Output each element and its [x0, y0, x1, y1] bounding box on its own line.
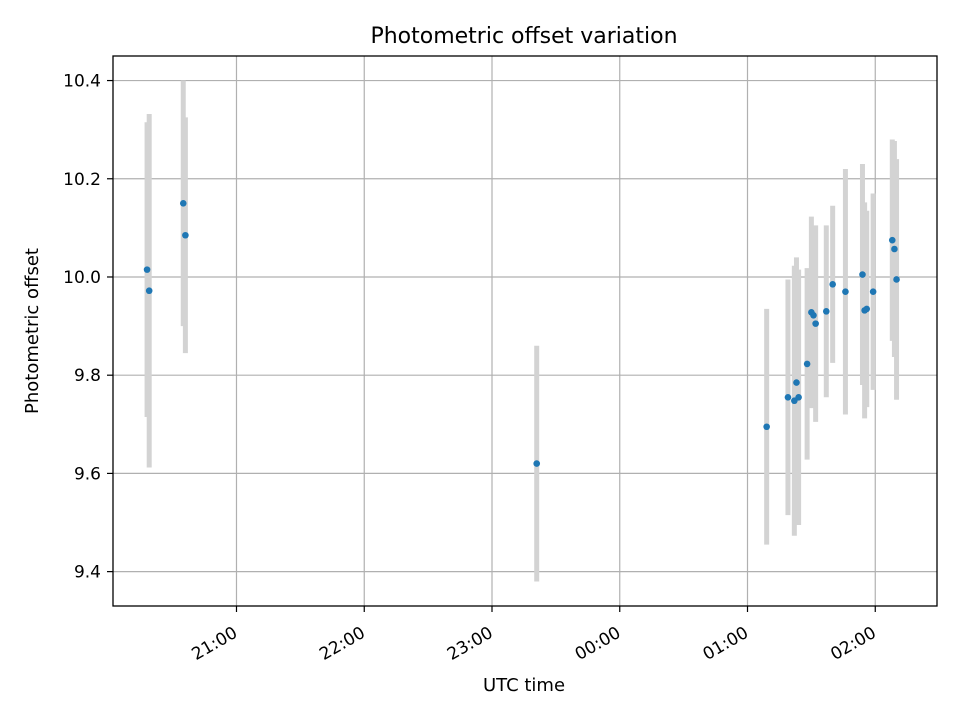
- x-tick-label: 00:00: [572, 623, 624, 665]
- data-point: [859, 271, 866, 278]
- data-point: [145, 287, 153, 295]
- y-tick-label: 10.4: [63, 72, 101, 92]
- y-tick-label: 10.2: [63, 170, 101, 190]
- data-point: [863, 305, 871, 313]
- error-bars: [144, 80, 900, 582]
- y-tick-label: 9.4: [74, 563, 101, 583]
- data-point: [533, 460, 541, 467]
- x-axis-label: UTC time: [483, 675, 565, 696]
- y-tick-label: 9.8: [74, 366, 101, 386]
- data-point: [888, 236, 896, 244]
- data-point: [810, 311, 817, 319]
- data-point: [842, 288, 849, 296]
- data-point: [182, 231, 189, 239]
- y-axis-label: Photometric offset: [22, 248, 43, 414]
- x-tick-label: 02:00: [827, 623, 879, 665]
- data-point: [891, 245, 898, 253]
- y-tick-label: 9.6: [74, 464, 101, 484]
- y-tick-label: 10.0: [63, 268, 101, 288]
- data-point: [793, 379, 800, 386]
- chart-title: Photometric offset variation: [370, 24, 677, 49]
- data-point: [812, 320, 819, 327]
- x-axis-ticks: 21:00 22:00 23:00 00:00 01:00 02:00: [189, 606, 880, 665]
- plot-frame: [112, 55, 938, 607]
- data-point: [795, 393, 802, 401]
- data-point: [763, 423, 770, 431]
- data-point: [869, 288, 877, 296]
- data-point: [829, 281, 836, 288]
- data-point: [784, 393, 792, 401]
- x-tick-label: 01:00: [700, 623, 752, 665]
- data-point: [803, 360, 811, 368]
- data-point: [179, 200, 187, 207]
- x-tick-label: 22:00: [316, 623, 368, 665]
- x-tick-label: 23:00: [444, 623, 496, 665]
- x-tick-label: 21:00: [189, 623, 241, 665]
- y-axis-ticks: 9.4 9.6 9.8 10.0 10.2 10.4: [63, 72, 113, 583]
- data-points: [143, 200, 900, 467]
- data-point: [822, 308, 830, 315]
- data-point: [143, 266, 151, 273]
- data-point: [893, 276, 900, 283]
